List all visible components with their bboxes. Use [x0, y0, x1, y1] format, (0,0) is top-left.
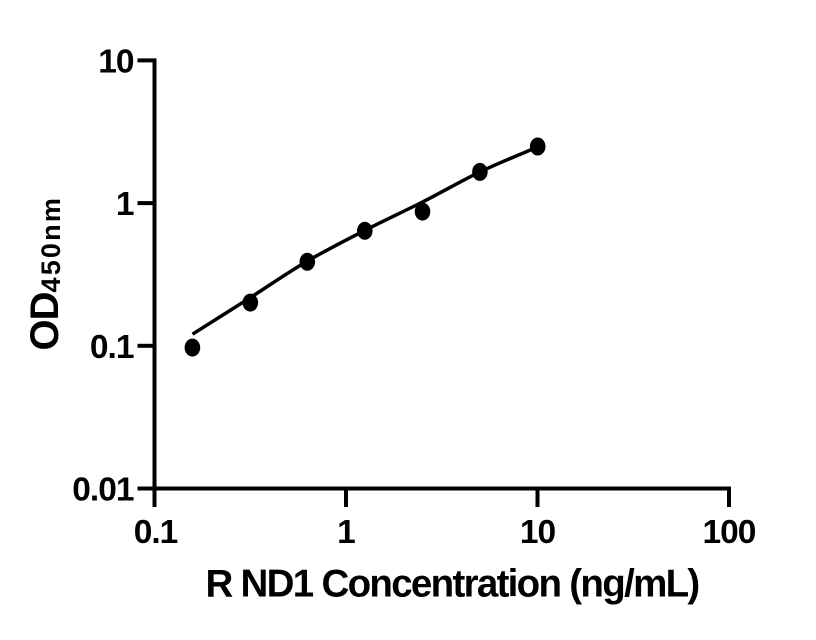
- svg-text:1: 1: [337, 514, 355, 551]
- svg-text:1: 1: [116, 186, 134, 223]
- svg-text:0.1: 0.1: [134, 514, 178, 551]
- svg-text:100: 100: [703, 514, 756, 551]
- svg-text:10: 10: [98, 43, 134, 80]
- svg-text:10: 10: [520, 514, 556, 551]
- svg-text:R ND1 Concentration (ng/mL): R ND1 Concentration (ng/mL): [205, 563, 698, 606]
- svg-text:0.1: 0.1: [90, 329, 134, 366]
- svg-text:0.01: 0.01: [72, 472, 134, 509]
